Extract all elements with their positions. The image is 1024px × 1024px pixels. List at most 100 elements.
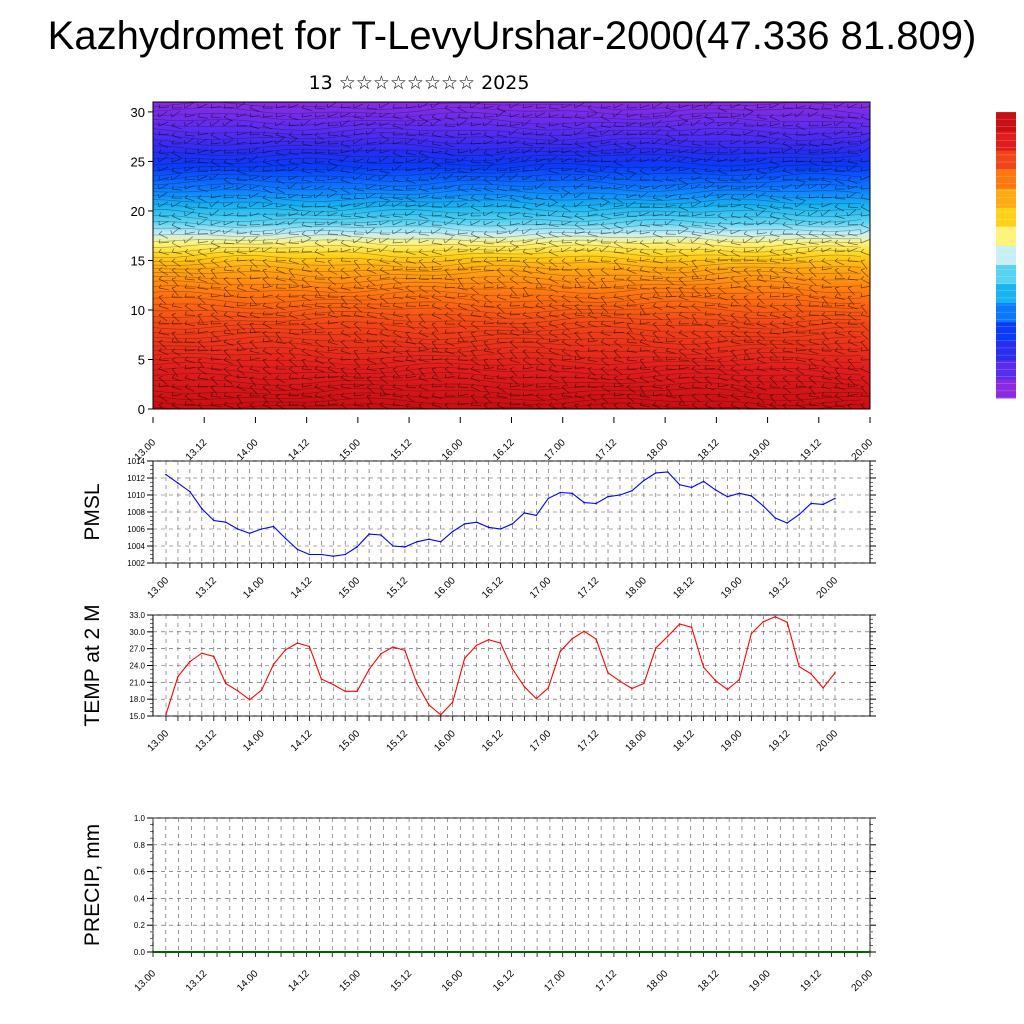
wind-barb	[470, 350, 478, 360]
wind-barb-flag	[847, 295, 852, 298]
wind-barb	[223, 385, 234, 388]
wind-barb	[353, 188, 364, 192]
wind-barb	[327, 260, 335, 270]
wind-barb	[561, 305, 572, 310]
wind-barb-flag	[275, 357, 280, 361]
wind-barb	[457, 260, 465, 269]
wind-barb-flag	[158, 375, 163, 379]
wind-barb	[561, 368, 573, 370]
wind-barb-flag	[795, 122, 800, 127]
wind-barb-flag	[197, 302, 202, 307]
wind-barb-flag	[678, 365, 681, 370]
wind-barb	[262, 115, 273, 118]
wind-barb	[210, 260, 220, 267]
wind-barb	[665, 332, 676, 338]
wind-barb-flag	[483, 385, 488, 388]
wind-barb	[691, 395, 701, 403]
wind-barb-flag	[457, 374, 460, 379]
wind-barb	[314, 170, 325, 173]
wind-barb	[587, 260, 598, 263]
wind-barb-flag	[314, 104, 318, 109]
wind-barb	[301, 260, 310, 269]
wind-barb	[509, 269, 519, 276]
wind-barb	[262, 150, 273, 154]
pmsl-point	[738, 492, 741, 495]
wind-barb-flag	[600, 366, 605, 370]
contour-line	[153, 229, 862, 238]
wind-barb-flag	[327, 374, 330, 379]
wind-barb-flag	[756, 356, 760, 361]
wind-barb-flag	[483, 284, 486, 289]
wind-barb	[262, 260, 271, 268]
wind-barb	[210, 116, 222, 119]
temp-point	[463, 657, 466, 659]
wind-barb	[548, 124, 559, 127]
wind-barb-flag	[314, 149, 317, 154]
wind-barb-flag	[769, 348, 774, 352]
wind-barb-flag	[769, 365, 773, 370]
wind-barb	[847, 247, 858, 253]
wind-barb	[158, 183, 168, 190]
wind-barb	[275, 377, 285, 384]
wind-barb	[626, 113, 637, 118]
wind-barb-flag	[769, 121, 771, 127]
wind-barb-flag	[704, 330, 709, 334]
wind-barb	[782, 178, 794, 181]
wind-barb-flag	[353, 230, 356, 235]
wind-barb	[730, 350, 738, 360]
wind-barb	[379, 245, 388, 253]
wind-barb-flag	[275, 338, 279, 343]
temp-x-label: 15.12	[385, 728, 411, 754]
wind-barb	[223, 314, 234, 319]
wind-barb	[613, 394, 624, 397]
wind-barb-flag	[197, 383, 200, 388]
contour-line	[153, 254, 862, 264]
wind-barb-flag	[210, 385, 215, 388]
wind-barb-flag	[444, 338, 448, 343]
wind-barb	[782, 377, 791, 386]
wind-barb-flag	[158, 184, 160, 190]
wind-barb	[249, 277, 261, 280]
wind-barb-flag	[314, 374, 317, 379]
wind-barb-flag	[223, 392, 227, 397]
wind-barb-flag	[470, 383, 475, 388]
wind-barb-flag	[795, 275, 799, 280]
wind-barb	[613, 385, 624, 388]
wind-barb-flag	[847, 338, 851, 343]
wind-barb	[743, 168, 754, 172]
pmsl-point	[368, 533, 370, 535]
wind-barb-flag	[600, 239, 603, 244]
pmsl-y-label: 1002	[127, 559, 145, 568]
wind-barb-flag	[223, 302, 227, 307]
wind-barb-flag	[275, 239, 279, 244]
wind-barb	[470, 359, 480, 366]
wind-barb	[665, 377, 676, 383]
wind-barb	[184, 166, 195, 172]
wind-barb	[561, 350, 571, 357]
wind-barb-flag	[574, 212, 579, 217]
wind-barb-flag	[730, 284, 733, 289]
wind-barb	[418, 167, 429, 172]
wind-barb	[795, 110, 805, 118]
wind-barb-flag	[352, 140, 355, 145]
wind-barb-flag	[171, 267, 176, 271]
wind-barb-flag	[834, 367, 839, 370]
wind-barb	[171, 215, 182, 221]
wind-barb-flag	[353, 221, 357, 226]
wind-barb	[171, 386, 182, 391]
wind-barb-flag	[548, 393, 553, 397]
wind-barb-flag	[587, 366, 592, 370]
wind-barb	[392, 350, 403, 355]
wind-barb	[301, 179, 312, 183]
wind-barb	[496, 215, 507, 220]
wind-barb	[834, 350, 845, 355]
pmsl-y-label: 1008	[127, 508, 145, 517]
pmsl-point	[201, 507, 203, 510]
wind-barb	[769, 138, 779, 145]
wind-barb	[522, 240, 533, 244]
wind-barb-flag	[600, 329, 604, 334]
wind-barb-flag	[392, 176, 396, 181]
wind-barb	[340, 314, 351, 317]
wind-barb-flag	[418, 259, 423, 262]
wind-barb-flag	[665, 122, 669, 127]
